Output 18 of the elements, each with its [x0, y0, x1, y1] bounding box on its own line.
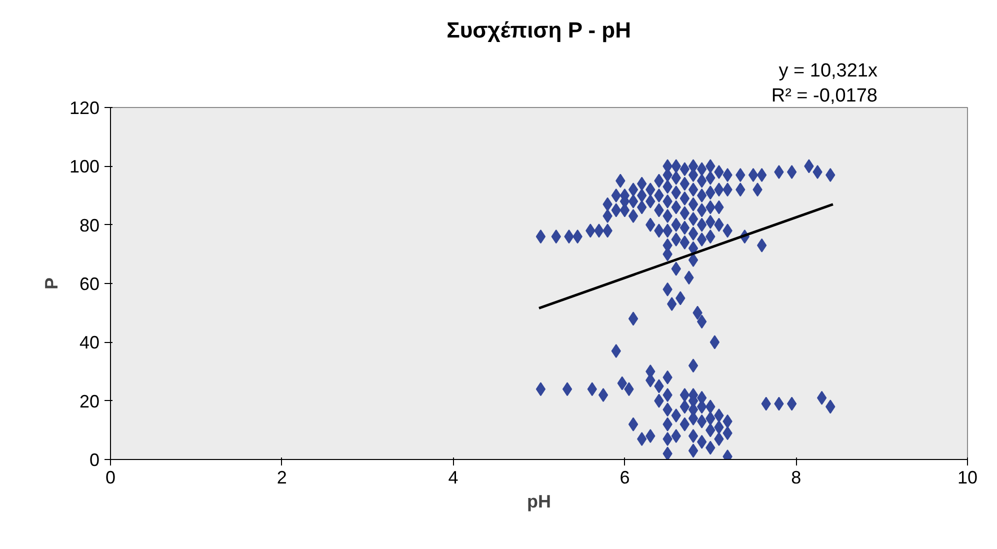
- x-tick-label: 6: [620, 468, 630, 488]
- x-tick-label: 4: [448, 468, 458, 488]
- y-tick-label: 60: [79, 274, 100, 294]
- x-tick-label: 0: [105, 468, 116, 488]
- chart-title: Συσχέπιση P - pH: [446, 18, 631, 42]
- y-axis-title: P: [41, 277, 62, 290]
- text: R² = -0,0178: [771, 86, 878, 106]
- text: y = 10,321x: [778, 60, 878, 82]
- y-tick-label: 20: [79, 391, 100, 412]
- x-tick-label: 2: [276, 468, 287, 488]
- x-axis-title: pH: [527, 492, 552, 512]
- x-tick-label: 10: [957, 468, 978, 488]
- y-tick-label: 100: [69, 156, 100, 177]
- y-tick-label: 80: [79, 215, 100, 236]
- x-tick-label: 8: [791, 468, 802, 488]
- y-tick-label: 40: [79, 332, 100, 353]
- y-tick-label: 0: [89, 450, 100, 470]
- y-tick-label: 120: [69, 98, 100, 118]
